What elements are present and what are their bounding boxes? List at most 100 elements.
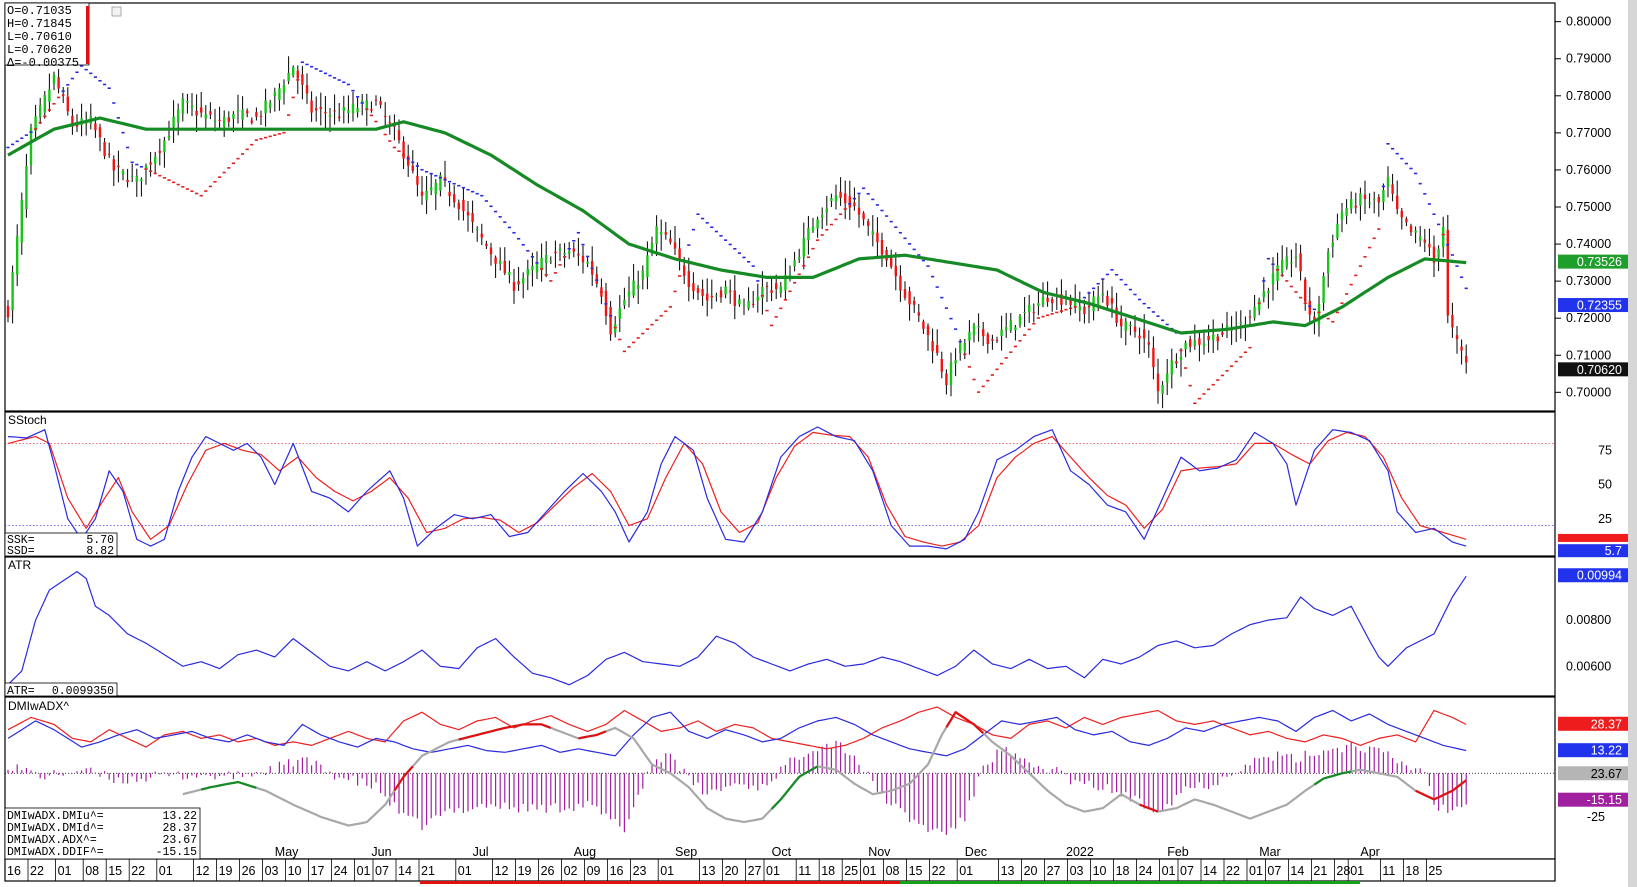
sar-dot-above [323, 72, 327, 75]
month-label: May [275, 845, 299, 859]
sar-dot-below [369, 114, 373, 117]
price-bar-up [1442, 227, 1445, 248]
time-tick-label: 16 [610, 864, 624, 878]
price-bar-up [1281, 259, 1284, 273]
time-tick-label: 25 [1428, 864, 1442, 878]
price-bar-up [1414, 230, 1417, 233]
atr-label: ATR [8, 558, 31, 572]
price-bar-up [135, 176, 138, 182]
sar-dot-above [507, 226, 511, 229]
time-tick-label: 10 [1093, 864, 1107, 878]
sar-dot-above [1115, 273, 1119, 276]
sar-dot-below [613, 326, 617, 329]
price-bar-down [678, 248, 681, 260]
dmi-readout: DMIwADX.DMIu^= 13.22 DMIwADX.DMId^= 28.3… [4, 807, 201, 860]
price-bar-down [480, 233, 483, 238]
price-bar-up [223, 116, 226, 128]
sar-dot-below [1303, 302, 1307, 304]
price-bar-down [108, 153, 111, 155]
sar-dot-below [659, 314, 663, 317]
price-bar-down [407, 155, 410, 166]
price-bar-down [995, 340, 999, 342]
price-bar-down [719, 290, 723, 298]
price-bar-down [692, 283, 695, 292]
price-bar-up [1041, 296, 1045, 306]
sar-dot-below [967, 366, 971, 368]
price-bar-up [1271, 273, 1275, 285]
price-bar-up [963, 342, 966, 352]
sar-dot-below [1331, 320, 1335, 323]
expand-icon[interactable] [111, 6, 122, 17]
sar-dot-above [1446, 243, 1450, 246]
sar-dot-above [484, 200, 488, 202]
time-tick-label: 01 [458, 864, 472, 878]
right-scrollbar[interactable] [1628, 0, 1637, 887]
sar-dot-below [153, 172, 157, 175]
sar-dot-below [204, 190, 208, 192]
sar-dot-above [1142, 302, 1146, 305]
price-bar-up [1317, 303, 1321, 325]
price-bar-up [1179, 356, 1183, 361]
ddif-label: DMIwADX.DDIF^= [7, 846, 104, 859]
sar-dot-above [360, 102, 364, 104]
sar-dot-below [1349, 283, 1353, 286]
sar-dot-above [1395, 152, 1399, 155]
price-bar-down [733, 290, 736, 306]
time-tick-label: 01 [1162, 864, 1176, 878]
price-bar-up [715, 295, 718, 297]
stoch-tick-label: 75 [1598, 443, 1612, 457]
price-bar-down [931, 341, 934, 352]
price-bar-up [811, 226, 815, 231]
price-bar-down [466, 211, 470, 216]
price-bar-down [1377, 197, 1380, 203]
sar-dot-above [875, 204, 879, 206]
sar-dot-above [351, 89, 355, 92]
sar-dot-above [139, 165, 143, 168]
price-bar-down [986, 334, 989, 344]
price-bar-down [945, 373, 948, 386]
price-bar-up [821, 214, 824, 218]
sar-dot-above [719, 235, 723, 237]
sar-dot-below [770, 324, 774, 327]
sar-dot-below [250, 143, 254, 146]
price-bar-down [729, 290, 732, 292]
time-tick-label: 09 [587, 864, 601, 878]
sar-dot-above [567, 248, 571, 250]
price-badge [1558, 298, 1628, 313]
price-bar-up [977, 326, 980, 328]
price-bar-down [673, 242, 677, 249]
sar-dot-below [185, 188, 189, 190]
dmi-badge-label: 23.67 [1591, 767, 1622, 781]
sar-dot-below [774, 316, 778, 318]
price-bar-down [158, 150, 161, 153]
price-bar-up [351, 103, 355, 114]
price-bar-up [949, 362, 953, 386]
atr-readout: ATR= 0.0099350 [4, 682, 118, 698]
sar-dot-below [282, 131, 286, 134]
sar-dot-below [1069, 307, 1073, 310]
price-bar-up [1386, 177, 1390, 187]
sar-dot-below [190, 190, 194, 193]
price-bar-down [1175, 361, 1178, 364]
sar-dot-below [788, 290, 792, 293]
sar-dot-below [839, 213, 843, 216]
price-bar-down [899, 275, 902, 291]
sar-dot-below [797, 273, 801, 276]
sar-dot-above [880, 209, 884, 212]
price-bar-down [218, 119, 221, 121]
sar-dot-below [1280, 274, 1284, 277]
sar-dot-below [645, 328, 649, 330]
price-bar-up [558, 248, 562, 251]
sar-dot-above [1427, 203, 1431, 205]
price-bar-up [1014, 327, 1017, 331]
time-tick-label: 22 [131, 864, 145, 878]
price-tick-label: 0.80000 [1566, 15, 1611, 29]
price-bar-down [227, 117, 230, 122]
price-bar-down [370, 109, 373, 111]
price-bar-down [1409, 225, 1413, 233]
sar-dot-below [1243, 351, 1247, 354]
sar-dot-above [691, 228, 695, 231]
sar-dot-below [816, 239, 820, 241]
time-tick-label: 03 [1070, 864, 1084, 878]
